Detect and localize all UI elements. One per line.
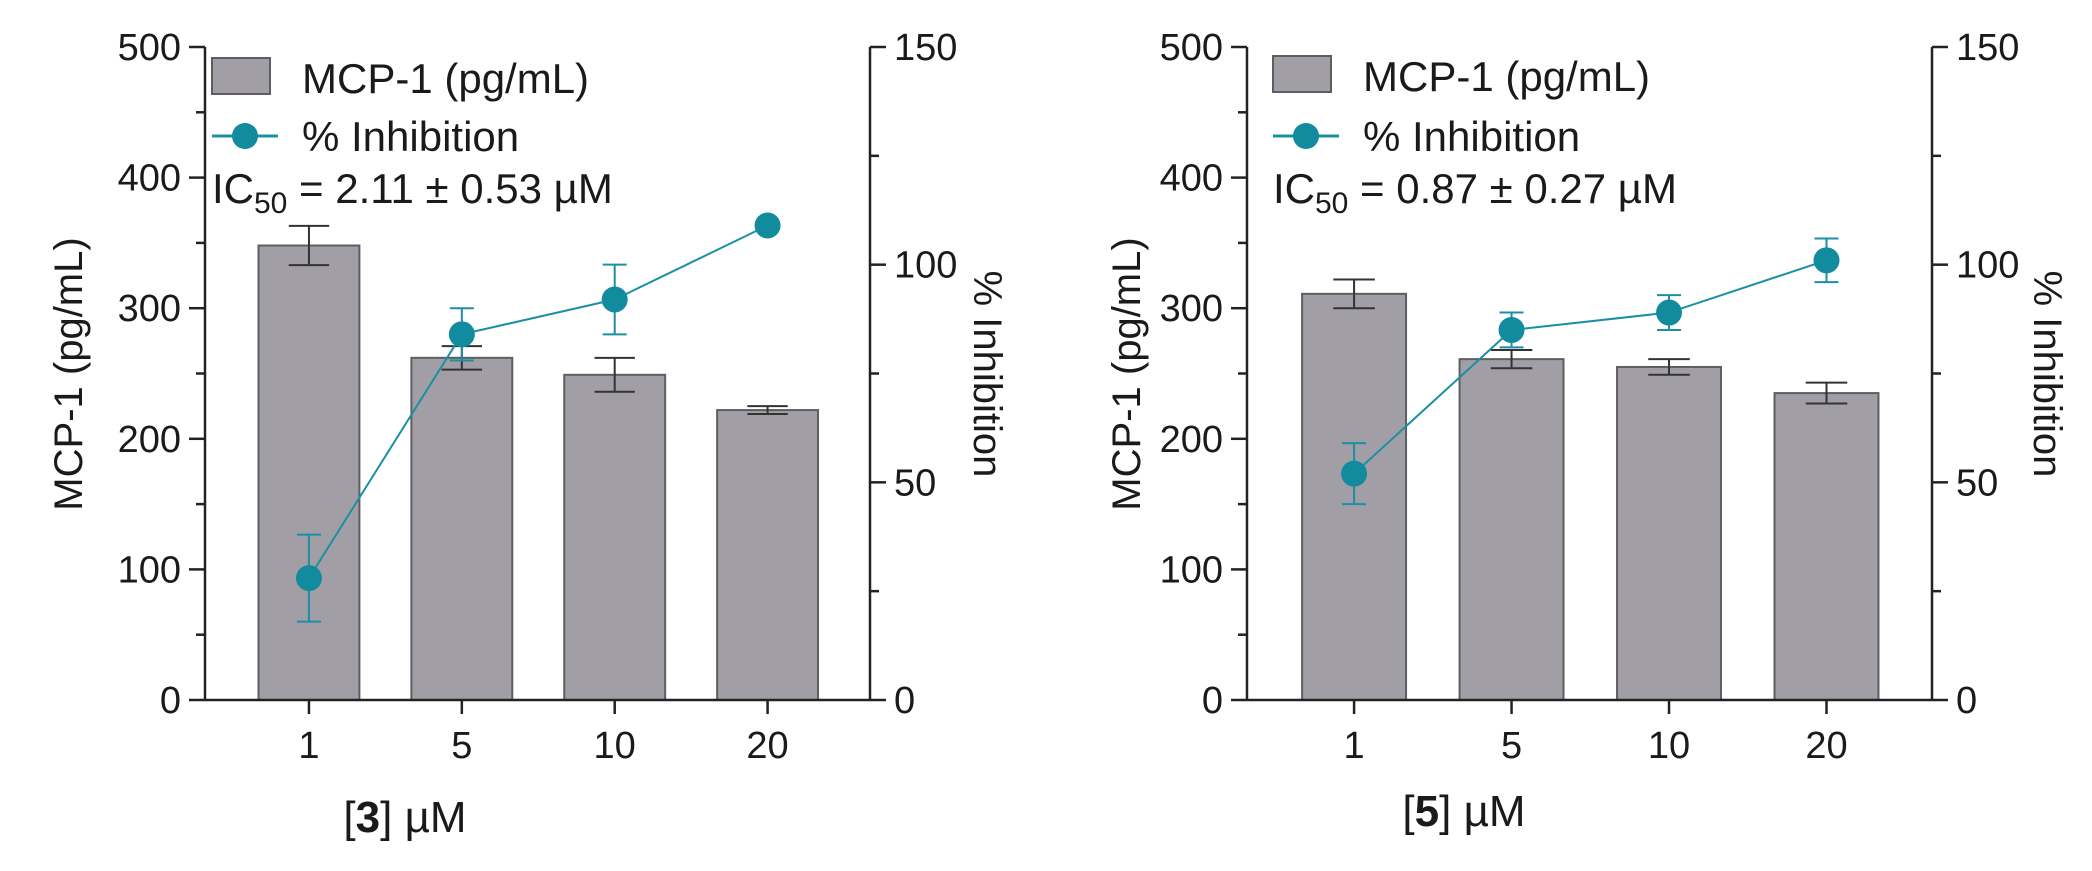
panel-1-bar-error-10 (594, 356, 635, 393)
panel-1-y2-tick-label: 100 (894, 245, 957, 287)
panel-1-inhibition-line (308, 224, 769, 579)
panel-2-y2-tick-label: 100 (1956, 245, 2019, 287)
panel-2-y-tick-label: 400 (1160, 158, 1223, 200)
panel-1-legend-bar-label: MCP-1 (pg/mL) (302, 55, 589, 102)
panel-2-x-tick-label-20: 20 (1805, 725, 1847, 767)
panel-2-bar-error-10 (1648, 358, 1690, 376)
panel-1-inhibition-point-20 (754, 212, 781, 239)
panel-2-legend-line-marker (1293, 123, 1319, 149)
panel-2-x-tick-label-10: 10 (1648, 725, 1690, 767)
panel-2-x-tick-label-1: 1 (1344, 725, 1365, 767)
panel-2-x-axis-title: [5] µM (1402, 787, 1525, 836)
panel-1-inhibition-point-10 (601, 286, 628, 313)
panel-2-inhibition-point-10 (1656, 299, 1683, 326)
panel-1-y2-tick-label: 50 (894, 462, 936, 504)
panel-1-ic50-annotation: IC50 = 2.11 ± 0.53 µM (212, 165, 613, 220)
panel-2-inhibition-point-1 (1341, 460, 1368, 487)
panel-1-y-tick-label: 100 (118, 549, 181, 591)
panel-2-inhibition-line (1353, 259, 1827, 475)
panel-1-legend-line-marker (232, 123, 258, 149)
panel-2-y-axis-title: MCP-1 (pg/mL) (1105, 237, 1149, 510)
panel-2-bar-error-20 (1805, 381, 1848, 405)
panel-1-x-axis-title: [3] µM (343, 793, 466, 842)
panel-2-y-tick-label: 500 (1160, 27, 1223, 69)
panel-1-y-axis-title: MCP-1 (pg/mL) (47, 237, 91, 510)
panel-1-inhibition-point-5 (448, 321, 475, 348)
panel-2-bar-error-5 (1490, 348, 1533, 370)
panel-1-y-tick-label: 300 (118, 288, 181, 330)
panel-1-y2-tick-label: 150 (894, 27, 957, 69)
panel-1-y-tick-label: 200 (118, 419, 181, 461)
panel-1-y2-tick-label: 0 (894, 680, 915, 722)
panel-1-legend-line-label: % Inhibition (302, 113, 519, 160)
panel-1-bar-5 (410, 356, 514, 701)
panel-1-y-tick-label: 400 (118, 158, 181, 200)
panel-2-legend-line-label: % Inhibition (1363, 113, 1580, 160)
panel-1-x-tick-label-1: 1 (298, 725, 319, 767)
panel-2-y-tick-label: 200 (1160, 419, 1223, 461)
panel-1-bar-10 (563, 373, 667, 701)
panel-2-y-tick-label: 300 (1160, 288, 1223, 330)
panel-2-bar-5 (1458, 358, 1565, 701)
panel-2-y2-tick-label: 150 (1956, 27, 2019, 69)
panel-1-inhibition-point-1 (295, 565, 322, 592)
panel-1-legend-bar-swatch (211, 57, 271, 95)
panel-1-x-tick-label-5: 5 (451, 725, 472, 767)
panel-2-y-tick-label: 0 (1202, 680, 1223, 722)
panel-1-y2-axis-title: % Inhibition (965, 271, 1009, 478)
panel-2-y2-axis-title: % Inhibition (2025, 271, 2069, 478)
panel-2-legend-bar-label: MCP-1 (pg/mL) (1363, 53, 1650, 100)
chart-panel-2: 0 100 200 300 400 500 0 50 100 150 1 5 10 20 MCP-1 (p… (1105, 27, 2069, 836)
panel-2-plot: 0 100 200 300 400 500 0 50 100 150 1 5 10 20 (1160, 27, 2020, 767)
panel-2-bar-10 (1616, 365, 1722, 701)
panel-2-inhibition-point-5 (1498, 316, 1525, 343)
panel-2-legend-bar-swatch (1272, 55, 1332, 93)
panel-1-plot: 0 100 200 300 400 500 0 50 100 150 1 5 10 20 (118, 27, 958, 767)
panel-2-y-tick-label: 100 (1160, 549, 1223, 591)
panel-2-bar-error-1 (1333, 278, 1375, 310)
panel-2-ic50-annotation: IC50 = 0.87 ± 0.27 µM (1273, 165, 1677, 220)
panel-2-bar-20 (1773, 392, 1880, 701)
panel-2-inhibition-point-20 (1813, 247, 1840, 274)
panel-2-y2-tick-label: 0 (1956, 680, 1977, 722)
panel-1-bar-20 (716, 409, 820, 701)
panel-1-bar-1 (257, 244, 361, 701)
panel-1-x-tick-label-10: 10 (594, 725, 636, 767)
panel-1-y-tick-label: 0 (160, 680, 181, 722)
panel-1-bar-error-1 (288, 224, 330, 267)
panel-1-x-tick-label-20: 20 (746, 725, 788, 767)
panel-1-bar-error-20 (747, 405, 788, 415)
chart-panel-1: 0 100 200 300 400 500 0 50 100 150 1 5 10 20 MCP-1 (p… (47, 27, 1009, 842)
panel-2-y2-tick-label: 50 (1956, 462, 1998, 504)
panel-2-x-tick-label-5: 5 (1501, 725, 1522, 767)
panel-1-y-tick-label: 500 (118, 27, 181, 69)
